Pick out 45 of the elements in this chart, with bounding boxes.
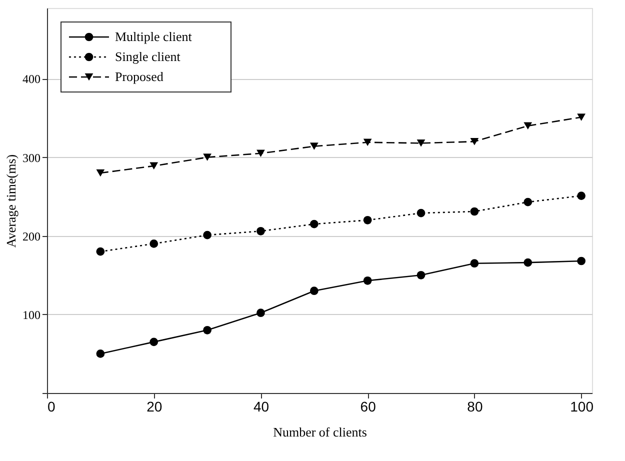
x-tick-label: 100 xyxy=(570,398,594,414)
point xyxy=(363,138,372,146)
y-tick-label: 200 xyxy=(22,229,40,244)
point xyxy=(256,150,265,157)
point xyxy=(577,192,586,200)
point xyxy=(310,286,318,296)
point xyxy=(363,216,372,224)
point xyxy=(150,338,158,346)
point xyxy=(96,169,105,177)
point xyxy=(470,207,479,216)
x-tick-label: 80 xyxy=(467,398,483,414)
point xyxy=(203,230,212,240)
point xyxy=(577,114,586,121)
point xyxy=(524,122,532,130)
point xyxy=(203,326,212,334)
point xyxy=(256,226,265,236)
x-tick-label: 20 xyxy=(146,398,162,414)
point xyxy=(416,270,426,280)
point xyxy=(310,220,318,228)
point xyxy=(310,142,318,150)
y-axis-title: Average time(ms) xyxy=(4,154,18,248)
x-tick-label: 60 xyxy=(360,398,376,414)
point xyxy=(416,208,426,218)
point xyxy=(577,256,586,266)
x-tick-label: 40 xyxy=(253,398,270,414)
point xyxy=(524,198,532,206)
point xyxy=(416,140,426,147)
legend-label: Multiple client xyxy=(115,29,192,44)
y-tick-label: 300 xyxy=(22,150,40,165)
point xyxy=(363,276,372,285)
point xyxy=(470,138,479,146)
legend-label: Single client xyxy=(115,49,181,64)
point xyxy=(203,154,212,161)
y-tick-label: 400 xyxy=(22,72,40,86)
x-tick-label: 0 xyxy=(48,398,56,414)
point xyxy=(96,247,105,256)
point xyxy=(150,162,158,170)
point xyxy=(524,258,532,267)
point xyxy=(96,350,105,358)
x-axis-title: Number of clients xyxy=(273,424,367,440)
legend-label: Proposed xyxy=(115,69,164,84)
point xyxy=(470,259,479,268)
point xyxy=(150,240,158,248)
point xyxy=(256,308,265,318)
y-tick-label: 100 xyxy=(22,308,40,322)
